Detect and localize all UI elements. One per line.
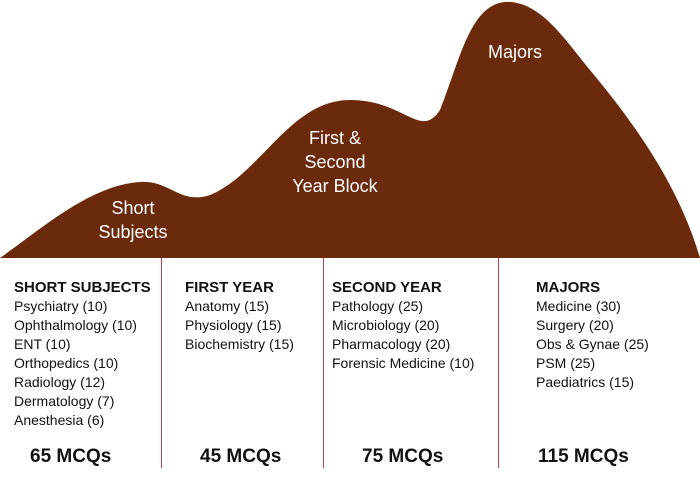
peak-label-line: Year Block <box>292 176 378 196</box>
subject-item: Psychiatry (10) <box>14 298 108 314</box>
short-subjects-peak-label: Short Subjects <box>88 196 178 244</box>
mcq-count: 65 MCQs <box>30 446 112 467</box>
subject-item: Biochemistry (15) <box>185 336 294 352</box>
peak-label-line: Second <box>304 152 366 172</box>
column-heading: SECOND YEAR <box>332 279 442 296</box>
subject-item: Paediatrics (15) <box>536 374 635 390</box>
column-divider <box>161 258 162 468</box>
peak-label-line: Subjects <box>98 222 168 242</box>
subject-item: Forensic Medicine (10) <box>332 355 475 371</box>
subject-item: Radiology (12) <box>14 374 106 390</box>
mountain-shape <box>0 1 700 258</box>
column-divider <box>323 258 324 468</box>
column-heading: SHORT SUBJECTS <box>14 279 151 296</box>
subject-item: Surgery (20) <box>536 317 614 333</box>
mcq-count: 75 MCQs <box>362 446 444 467</box>
mcq-count: 45 MCQs <box>200 446 282 467</box>
majors-column: MAJORS Medicine (30) Surgery (20) Obs & … <box>536 278 649 392</box>
subject-item: Dermatology (7) <box>14 393 115 409</box>
second-year-column: SECOND YEAR Pathology (25) Microbiology … <box>332 278 474 373</box>
peak-label-line: Short <box>111 198 155 218</box>
subject-item: Anesthesia (6) <box>14 412 105 428</box>
first-year-column: FIRST YEAR Anatomy (15) Physiology (15) … <box>185 278 294 354</box>
peak-label-line: Majors <box>487 42 542 62</box>
short-subjects-column: SHORT SUBJECTS Psychiatry (10) Ophthalmo… <box>14 278 151 430</box>
subject-item: PSM (25) <box>536 355 596 371</box>
subject-item: Pharmacology (20) <box>332 336 451 352</box>
subject-item: Obs & Gynae (25) <box>536 336 649 352</box>
column-heading: MAJORS <box>536 279 601 296</box>
subject-item: Medicine (30) <box>536 298 621 314</box>
subject-item: Orthopedics (10) <box>14 355 119 371</box>
column-divider <box>498 258 499 468</box>
subject-item: Anatomy (15) <box>185 298 270 314</box>
mcq-count: 115 MCQs <box>538 446 629 467</box>
subject-item: ENT (10) <box>14 336 71 352</box>
subject-item: Ophthalmology (10) <box>14 317 137 333</box>
majors-peak-label: Majors <box>470 40 560 64</box>
first-second-year-peak-label: First & Second Year Block <box>280 126 390 198</box>
column-heading: FIRST YEAR <box>185 279 274 296</box>
subject-item: Physiology (15) <box>185 317 282 333</box>
subject-item: Pathology (25) <box>332 298 424 314</box>
peak-label-line: First & <box>309 128 361 148</box>
subject-item: Microbiology (20) <box>332 317 440 333</box>
